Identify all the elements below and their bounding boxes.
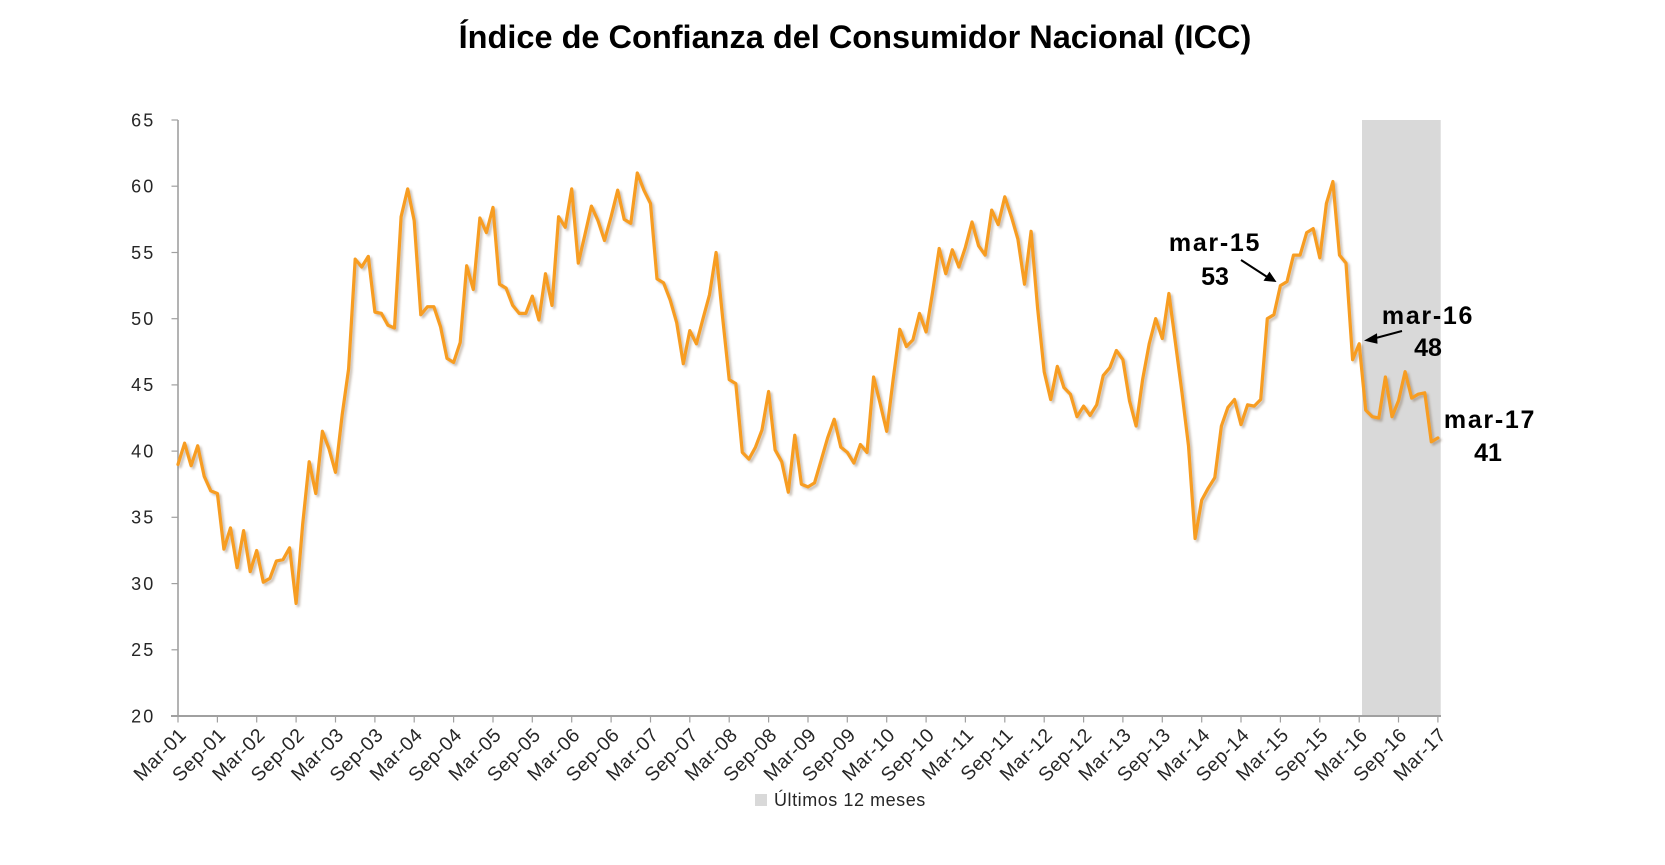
svg-text:mar-17: mar-17 <box>1444 406 1536 434</box>
svg-text:50: 50 <box>131 309 155 329</box>
svg-text:25: 25 <box>131 640 155 660</box>
svg-text:48: 48 <box>1414 334 1442 362</box>
svg-text:45: 45 <box>131 375 155 395</box>
svg-text:41: 41 <box>1474 439 1502 467</box>
svg-text:mar-16: mar-16 <box>1382 302 1474 330</box>
svg-text:30: 30 <box>131 574 155 594</box>
svg-text:Últimos 12 meses: Últimos 12 meses <box>774 789 926 810</box>
svg-text:65: 65 <box>131 110 155 130</box>
svg-text:35: 35 <box>131 508 155 528</box>
svg-text:mar-15: mar-15 <box>1169 229 1261 257</box>
svg-text:Índice de Confianza del Consum: Índice de Confianza del Consumidor Nacio… <box>459 18 1252 55</box>
svg-text:40: 40 <box>131 441 155 461</box>
svg-text:53: 53 <box>1201 263 1229 291</box>
svg-text:60: 60 <box>131 177 155 197</box>
svg-text:20: 20 <box>131 706 155 726</box>
svg-text:55: 55 <box>131 243 155 263</box>
